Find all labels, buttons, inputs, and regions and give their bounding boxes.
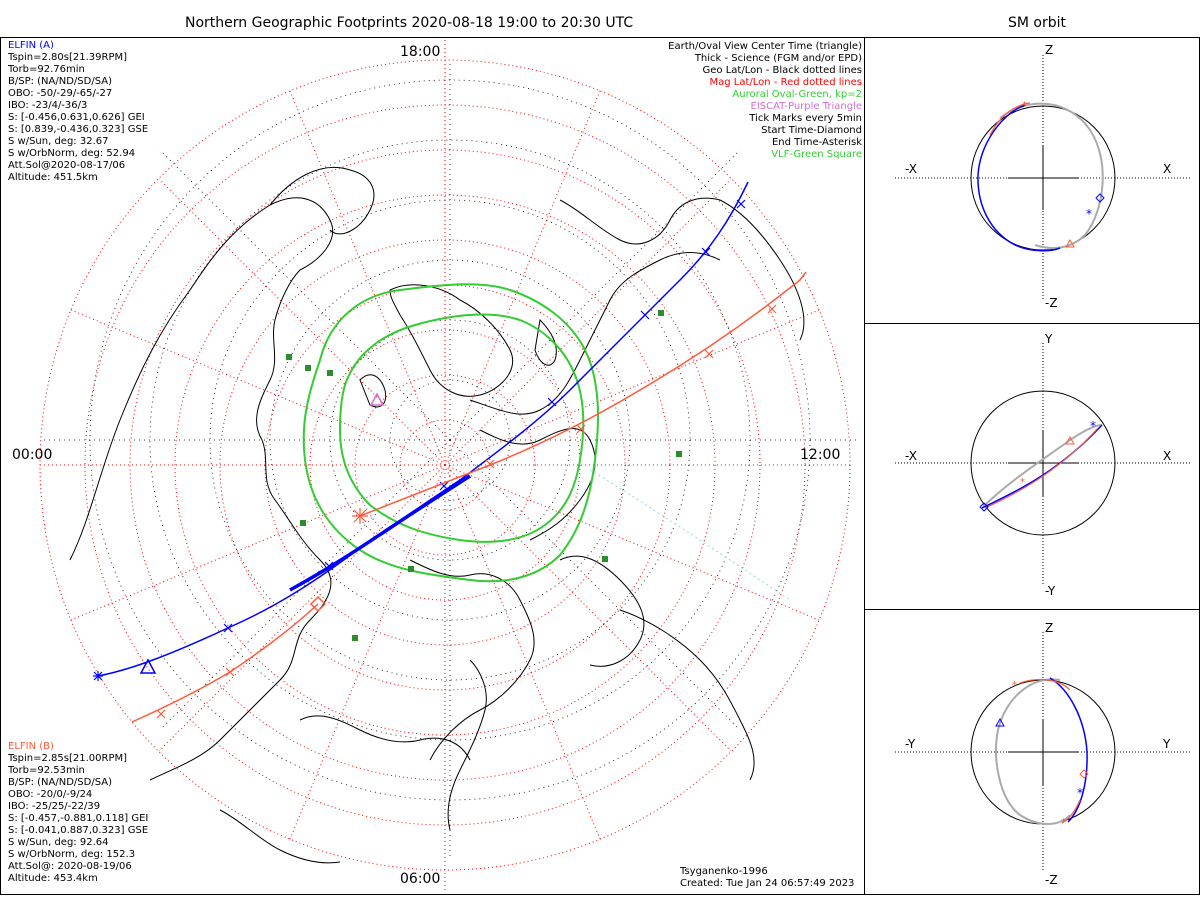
sm-panel-1-plot: * * (895, 55, 1190, 300)
info-line: Tspin=2.85s[21.00RPM] (8, 753, 128, 764)
square-icon (300, 520, 306, 526)
sm3-axis-left: -Y (905, 737, 916, 751)
coastlines (69, 166, 805, 864)
elfin-b-track-upper (359, 279, 801, 517)
sm2-axis-top: Y (1045, 332, 1053, 346)
elfin-a-track (97, 181, 749, 677)
mlt-label-top: 18:00 (400, 44, 441, 60)
square-icon (676, 451, 682, 457)
diamond-icon (309, 595, 327, 613)
info-line: S w/Sun, deg: 92.64 (8, 837, 109, 848)
svg-text:*: * (1022, 100, 1027, 111)
legend-item: Geo Lat/Lon - Black dotted lines (702, 65, 862, 76)
mlt-label-left: 00:00 (12, 447, 53, 463)
legend-item: VLF-Green Square (771, 149, 862, 160)
square-icon (327, 370, 333, 376)
elfin-a-name: ELFIN (A) (8, 40, 54, 51)
info-line: S: [-0.457,-0.881,0.118] GEI (8, 813, 149, 824)
legend-item: Auroral Oval-Green, kp=2 (732, 89, 862, 100)
elfin-a-science (289, 474, 471, 592)
created-timestamp: Created: Tue Jan 24 06:57:49 2023 (680, 878, 855, 889)
info-line: S: [-0.041,0.887,0.323] GSE (8, 825, 149, 836)
svg-text:*: * (1020, 477, 1025, 488)
geo-grid-meridians (40, 60, 860, 860)
map-title: Northern Geographic Footprints 2020-08-1… (185, 15, 634, 31)
mag-grid-meridians (40, 40, 850, 890)
info-line: S w/OrbNorm, deg: 152.3 (8, 849, 136, 860)
square-icon (286, 354, 292, 360)
info-line: Tspin=2.80s[21.39RPM] (8, 52, 128, 63)
vlf-path (589, 469, 791, 601)
sm-panel-2-plot: * * (895, 343, 1190, 585)
sm2-axis-bottom: -Y (1045, 584, 1056, 598)
auroral-oval-outer (302, 283, 599, 583)
legend-item: Earth/Oval View Center Time (triangle) (668, 41, 862, 52)
svg-text:*: * (1077, 786, 1083, 800)
sm1-axis-left: -X (905, 162, 917, 176)
info-line: S: [0.839,-0.436,0.323] GSE (8, 124, 149, 135)
elfin-b-info: ELFIN (B) Tspin=2.85s[21.00RPM] Torb=92.… (8, 741, 148, 885)
info-line: Torb=92.53min (8, 765, 85, 776)
sm2-axis-right: X (1163, 449, 1172, 463)
triangle-icon (139, 658, 157, 674)
mlt-label-bottom: 06:00 (400, 871, 441, 887)
legend-item: Start Time-Diamond (761, 125, 862, 136)
legend-item: EISCAT-Purple Triangle (750, 101, 863, 112)
sm2-axis-left: -X (905, 449, 917, 463)
elfin-b-ticks (156, 304, 777, 719)
sm-panel-3-plot: * * * (895, 632, 1190, 870)
legend-item: Tick Marks every 5min (749, 113, 862, 124)
elfin-b-name: ELFIN (B) (8, 741, 54, 752)
legend-item: Thick - Science (FGM and/or EPD) (694, 53, 862, 64)
asterisk-icon (352, 508, 368, 524)
info-line: Torb=92.76min (8, 64, 85, 75)
sm-panel-frame-1 (864, 37, 1200, 324)
sm3-axis-right: Y (1163, 737, 1171, 751)
info-line: Altitude: 453.4km (8, 873, 98, 884)
info-line: S w/Sun, deg: 32.67 (8, 136, 109, 147)
info-line: Att.Sol@2020-08-17/06 (8, 160, 126, 171)
elfin-a-ticks (223, 199, 746, 633)
sm1-axis-top: Z (1045, 43, 1054, 57)
square-icon (408, 566, 414, 572)
sm-orbit-title: SM orbit (1008, 15, 1067, 31)
square-icon (352, 635, 358, 641)
info-line: IBO: -23/4/-36/3 (8, 100, 88, 111)
elfin-a-info: ELFIN (A) Tspin=2.80s[21.39RPM] Torb=92.… (8, 40, 148, 184)
svg-text:*: * (1086, 207, 1092, 221)
footer: Tsyganenko-1996 Created: Tue Jan 24 06:5… (680, 866, 854, 890)
square-icon (305, 365, 311, 371)
square-icon (658, 310, 664, 316)
square-icon (602, 556, 608, 562)
vlf-squares (286, 310, 682, 641)
svg-text:*: * (1061, 817, 1066, 828)
eiscat-triangle-icon (369, 392, 385, 406)
info-line: Att.Sol@: 2020-08-19/06 (8, 861, 132, 872)
sm3-axis-bottom: -Z (1045, 873, 1058, 887)
legend-item: Mag Lat/Lon - Red dotted lines (709, 77, 862, 88)
model-name: Tsyganenko-1996 (680, 866, 768, 877)
svg-text:*: * (1090, 419, 1096, 433)
info-line: IBO: -25/25/-22/39 (8, 801, 101, 812)
legend: Earth/Oval View Center Time (triangle) T… (602, 41, 862, 161)
info-line: OBO: -20/0/-9/24 (8, 789, 93, 800)
auroral-oval-inner (338, 313, 585, 543)
legend-item: End Time-Asterisk (771, 137, 862, 148)
sm1-axis-right: X (1163, 162, 1172, 176)
info-line: OBO: -50/-29/-65/-27 (8, 88, 113, 99)
sm1-axis-bottom: -Z (1045, 296, 1058, 310)
info-line: B/SP: (NA/ND/SD/SA) (8, 777, 112, 788)
info-line: B/SP: (NA/ND/SD/SA) (8, 76, 112, 87)
asterisk-icon (93, 671, 103, 681)
mlt-label-right: 12:00 (800, 447, 841, 463)
svg-text:*: * (1012, 680, 1017, 691)
info-line: S: [-0.456,0.631,0.626] GEI (8, 112, 145, 123)
info-line: S w/OrbNorm, deg: 52.94 (8, 148, 136, 159)
info-line: Altitude: 451.5km (8, 172, 98, 183)
sm3-axis-top: Z (1045, 621, 1054, 635)
